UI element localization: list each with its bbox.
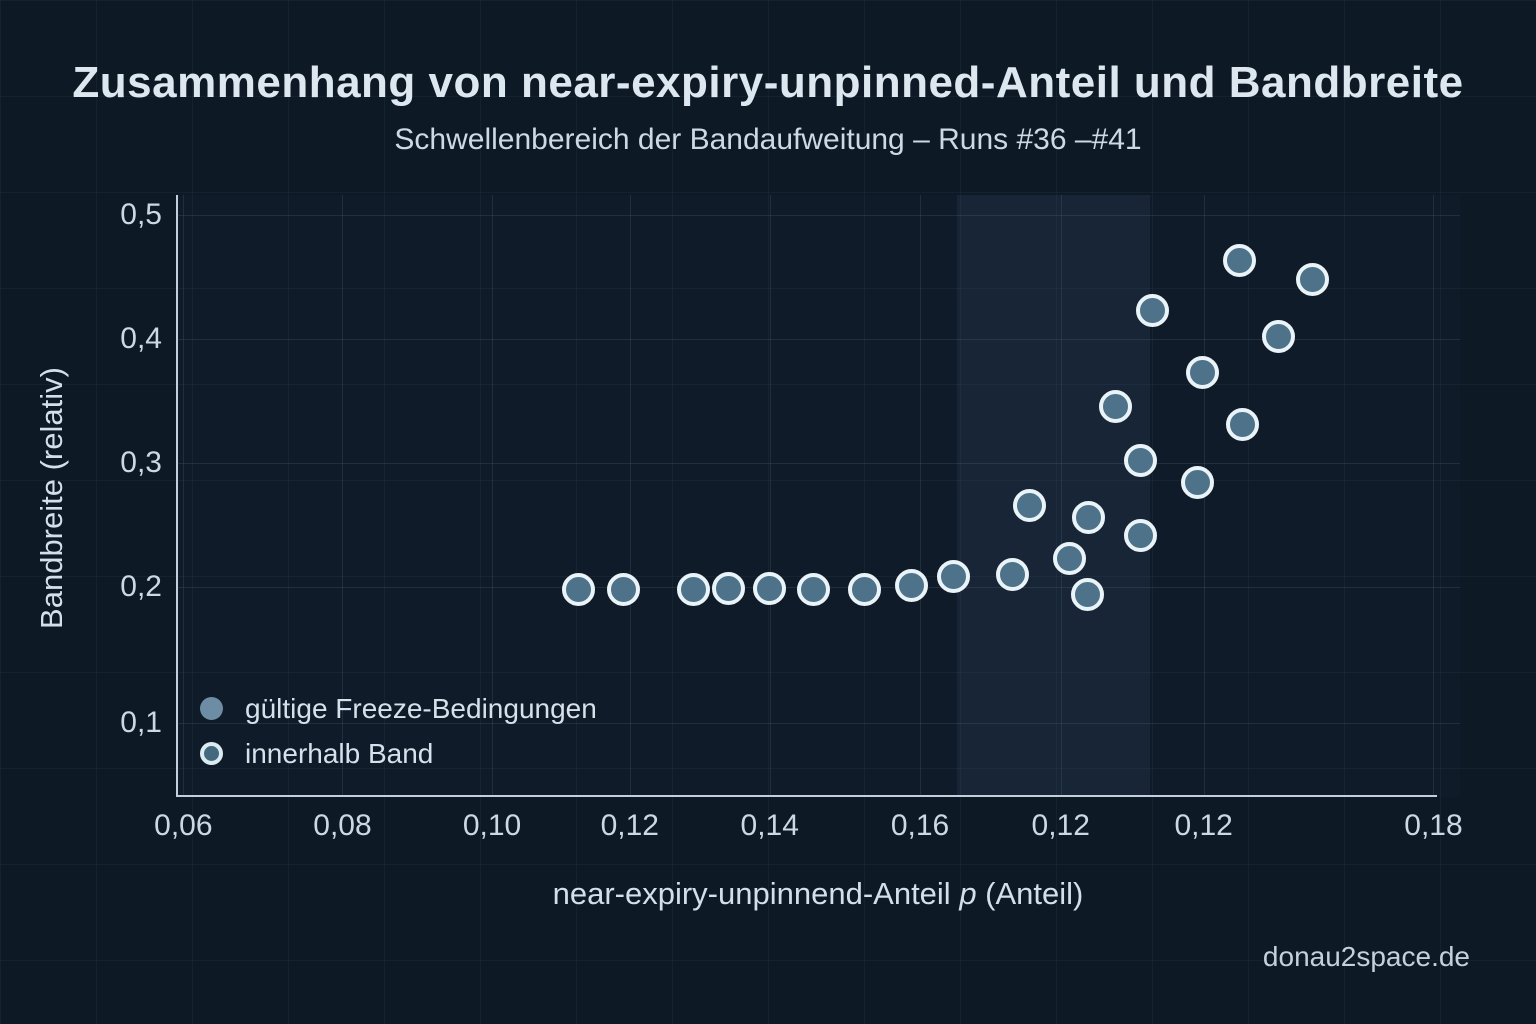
scatter-point xyxy=(1261,320,1295,353)
gridline xyxy=(176,214,1460,216)
scatter-point xyxy=(1185,355,1219,389)
scatter-point xyxy=(936,559,970,593)
scatter-point xyxy=(1072,501,1106,535)
scatter-point xyxy=(1123,518,1157,552)
scatter-point xyxy=(676,573,710,607)
chart-title: Zusammenhang von near-expiry-unpinned-An… xyxy=(72,58,1464,107)
legend-item: gültige Freeze-Bedingungen xyxy=(200,686,597,731)
x-tick-label: 0,14 xyxy=(740,809,799,842)
scatter-point xyxy=(1013,488,1047,522)
filled-circle-icon xyxy=(200,697,223,720)
gridline xyxy=(176,338,1460,340)
x-tick-label: 0,12 xyxy=(600,809,659,842)
scatter-point xyxy=(752,571,786,605)
gridline xyxy=(629,195,631,797)
gridline xyxy=(342,195,344,797)
x-axis-title-variable: p xyxy=(959,876,977,911)
scatter-point xyxy=(1296,262,1330,296)
scatter-point xyxy=(1135,293,1169,327)
scatter-point xyxy=(1226,408,1260,442)
legend: gültige Freeze-Bedingungen innerhalb Ban… xyxy=(200,686,597,776)
y-tick-label: 0,5 xyxy=(120,197,162,231)
x-tick-label: 0,12 xyxy=(1174,809,1233,842)
scatter-point xyxy=(1180,466,1214,500)
scatter-point xyxy=(1071,578,1105,612)
x-axis-line xyxy=(176,795,1437,797)
gridline xyxy=(176,463,1460,465)
legend-label: gültige Freeze-Bedingungen xyxy=(245,692,597,724)
scatter-point xyxy=(1223,244,1257,278)
scatter-point xyxy=(1053,542,1087,576)
scatter-point xyxy=(1098,389,1132,423)
scatter-point xyxy=(797,573,831,607)
gridline xyxy=(1060,195,1062,797)
plot-area xyxy=(176,195,1460,797)
x-tick-label: 0,10 xyxy=(462,809,522,842)
scatter-point xyxy=(1123,444,1157,478)
ring-circle-icon xyxy=(200,742,223,765)
chart-subtitle: Schwellenbereich der Bandaufweitung – Ru… xyxy=(394,123,1142,156)
x-axis-title: near-expiry-unpinnend-Anteil p (Anteil) xyxy=(318,874,1318,914)
legend-label: innerhalb Band xyxy=(245,737,434,769)
scatter-point xyxy=(996,558,1030,592)
scatter-point xyxy=(848,573,882,607)
gridline xyxy=(183,195,185,797)
gridline xyxy=(920,195,922,797)
y-tick-label: 0,4 xyxy=(120,321,162,355)
gridline xyxy=(176,722,1460,724)
gridline xyxy=(1433,195,1435,797)
gridline xyxy=(769,195,771,797)
scatter-point xyxy=(894,569,928,603)
scatter-point xyxy=(607,573,641,607)
x-axis-title-suffix: (Anteil) xyxy=(976,876,1084,911)
legend-item: innerhalb Band xyxy=(200,731,597,776)
x-tick-label: 0,12 xyxy=(1031,809,1090,842)
y-tick-label: 0,1 xyxy=(120,705,162,739)
gridline xyxy=(492,195,494,797)
y-tick-label: 0,2 xyxy=(120,570,162,604)
threshold-band xyxy=(956,195,1150,797)
x-tick-label: 0,16 xyxy=(890,809,950,842)
watermark: donau2space.de xyxy=(1262,941,1470,972)
x-tick-label: 0,06 xyxy=(154,809,213,842)
scatter-point xyxy=(561,573,595,607)
x-axis-title-prefix: near-expiry-unpinnend-Anteil xyxy=(552,876,960,911)
y-axis-line xyxy=(176,195,178,797)
y-tick-label: 0,3 xyxy=(120,446,162,480)
x-tick-label: 0,08 xyxy=(313,809,372,842)
x-tick-label: 0,18 xyxy=(1404,809,1463,842)
y-axis-title: Bandbreite (relativ) xyxy=(34,367,69,629)
scatter-point xyxy=(711,571,745,605)
